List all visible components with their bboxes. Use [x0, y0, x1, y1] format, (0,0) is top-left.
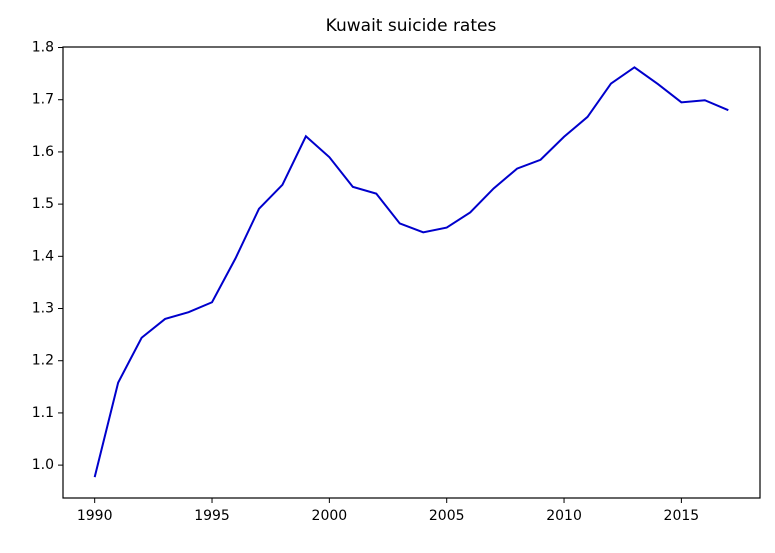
y-tick-label: 1.4	[32, 248, 54, 264]
y-tick-label: 1.6	[32, 144, 54, 160]
x-tick-label: 1990	[77, 508, 113, 524]
line-series	[93, 66, 729, 478]
y-tick-label: 1.8	[32, 40, 54, 56]
y-tick-label: 1.5	[32, 196, 54, 212]
plot-frame	[62, 46, 761, 499]
y-tick-label: 1.2	[32, 353, 54, 369]
x-tick-label: 2010	[546, 508, 582, 524]
x-tick-label: 1995	[194, 508, 230, 524]
x-tick-label: 2005	[429, 508, 465, 524]
y-tick-label: 1.0	[32, 457, 54, 473]
x-tick-label: 2015	[664, 508, 700, 524]
x-tick-label: 2000	[312, 508, 348, 524]
y-tick-label: 1.7	[32, 92, 54, 108]
y-tick-label: 1.3	[32, 301, 54, 317]
y-tick-label: 1.1	[32, 405, 54, 421]
chart-title: Kuwait suicide rates	[326, 16, 497, 36]
